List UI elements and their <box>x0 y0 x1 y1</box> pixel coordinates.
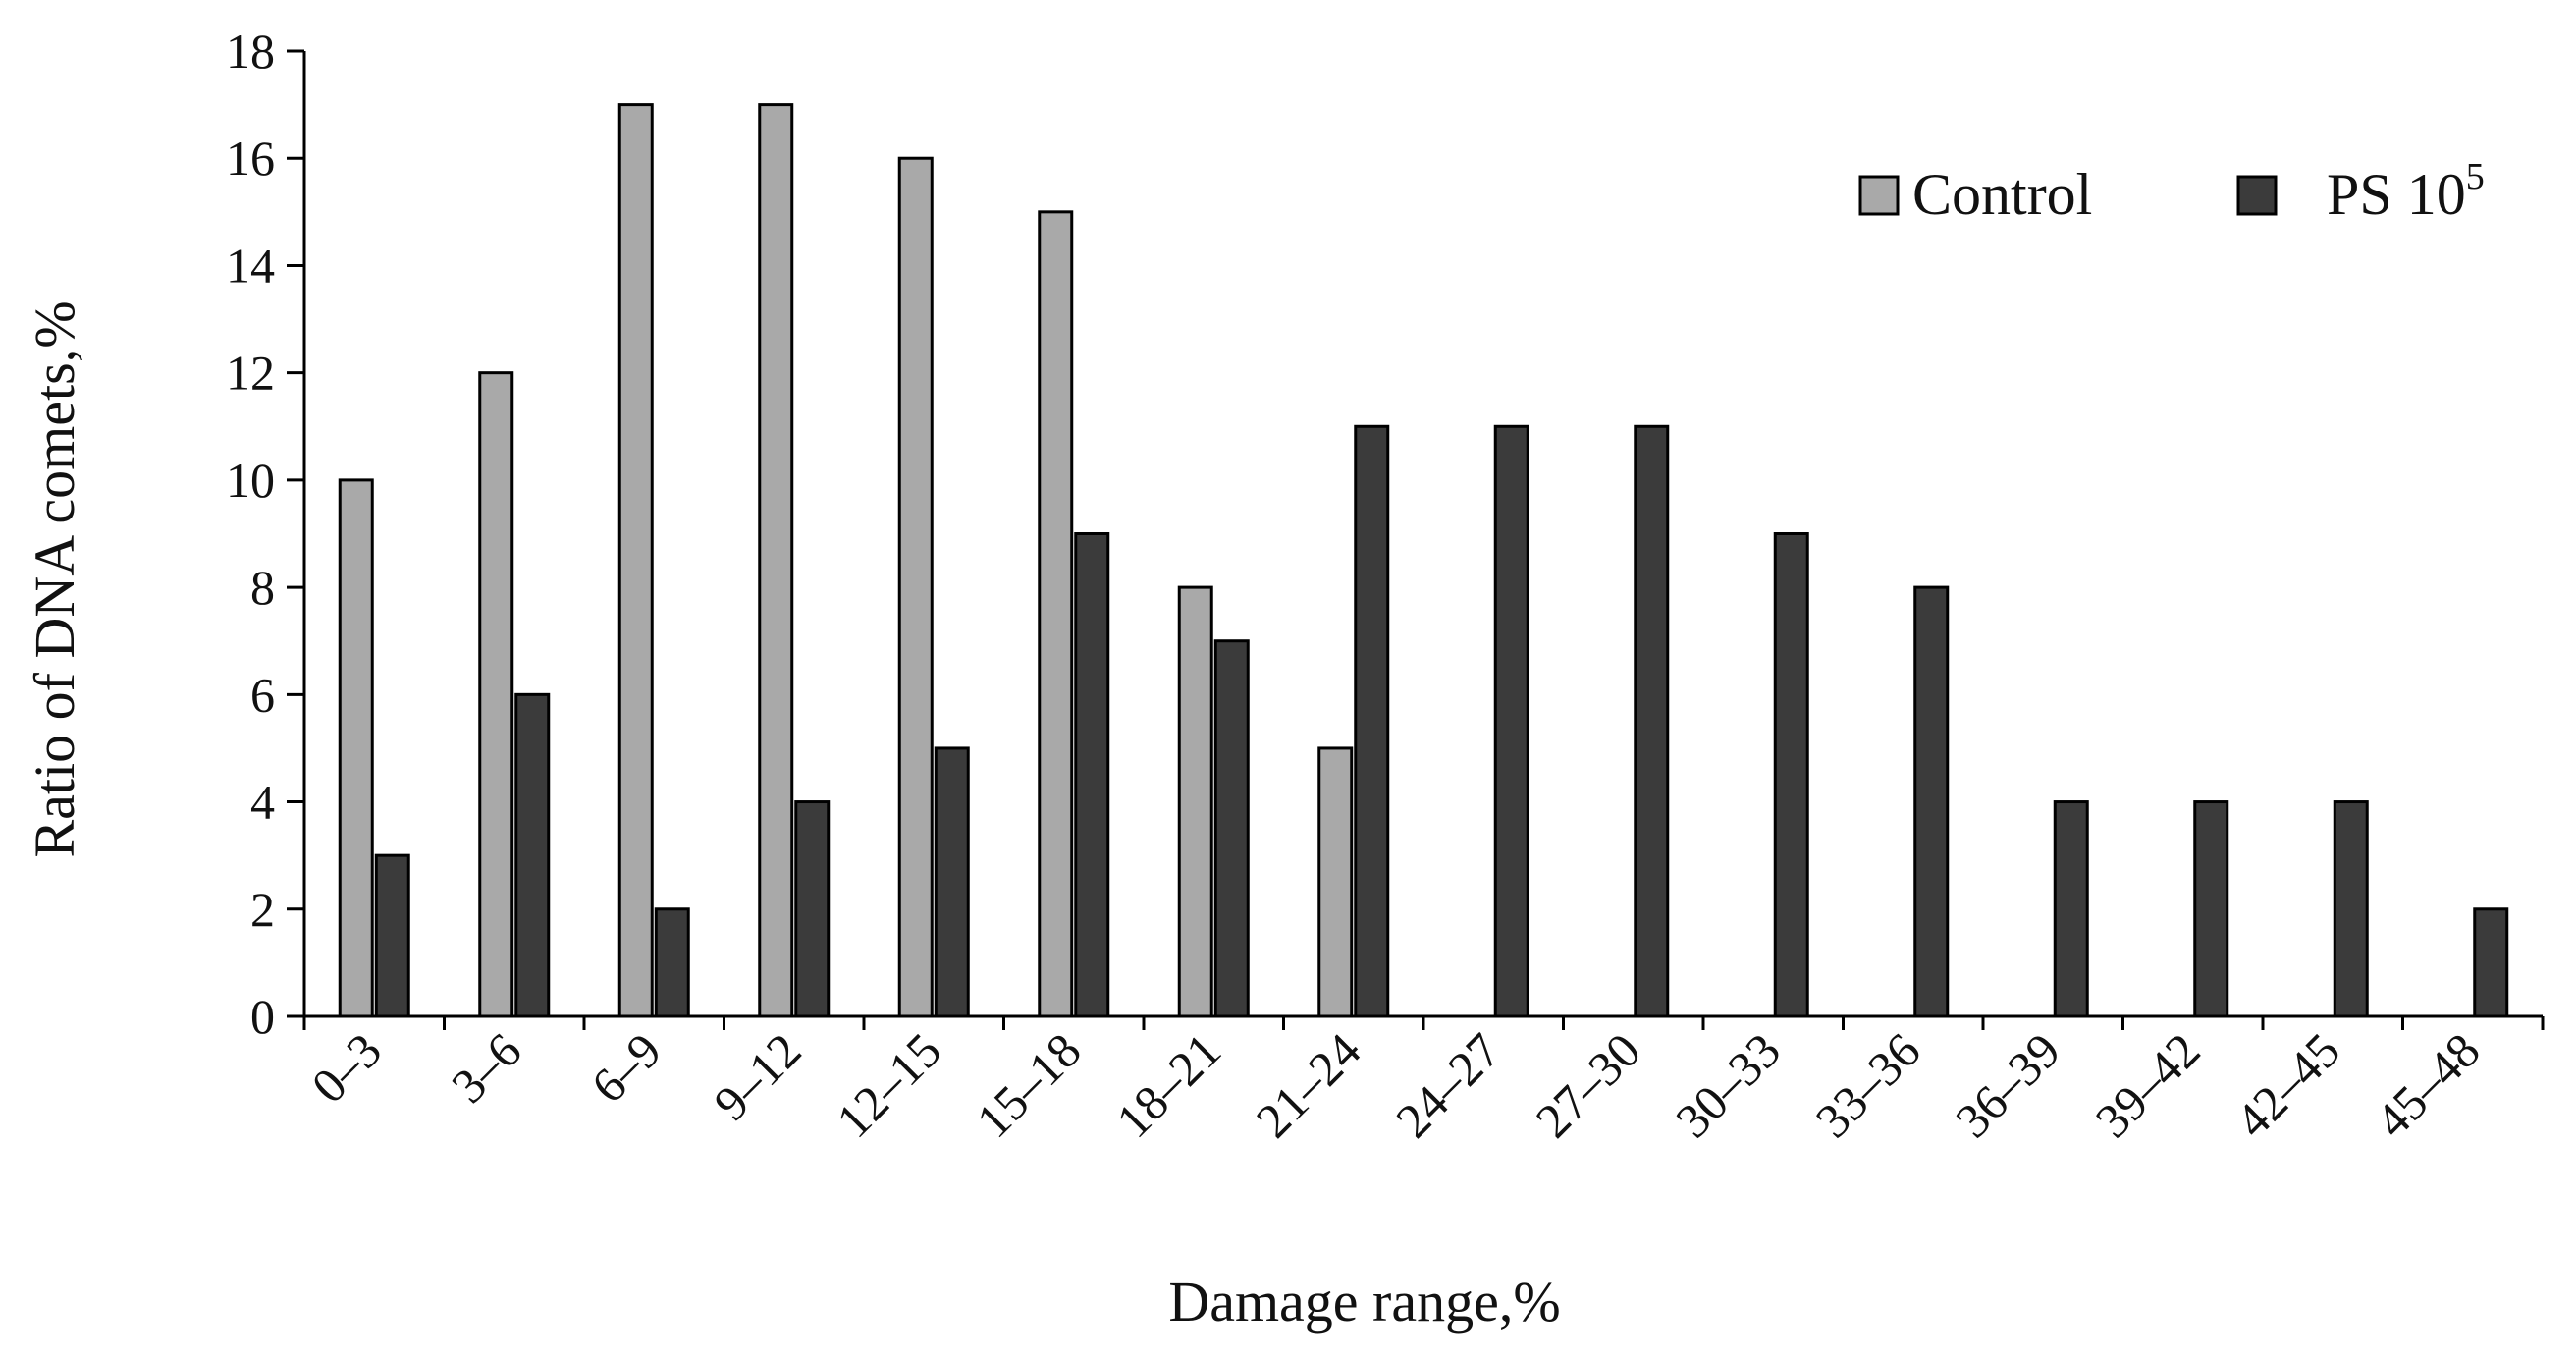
y-axis-title: Ratio of DNA comets,% <box>23 300 86 857</box>
ps-bar <box>1354 424 1390 1018</box>
y-tick-label: 18 <box>226 24 275 79</box>
ps-bar <box>1074 532 1110 1018</box>
control-bar <box>478 371 514 1018</box>
x-tick-label: 36–39 <box>1945 1022 2070 1148</box>
control-bar <box>617 103 654 1018</box>
ps-bar <box>934 746 970 1018</box>
x-tick-label: 6–9 <box>580 1022 671 1114</box>
legend: Control PS 105 <box>1858 156 2485 227</box>
control-bar <box>1177 585 1213 1018</box>
y-tick-label: 10 <box>226 453 275 508</box>
y-tick-label: 8 <box>250 560 275 615</box>
y-tick-label: 14 <box>226 238 275 293</box>
ps-bar <box>1493 424 1530 1018</box>
legend-swatch <box>2236 175 2278 216</box>
bars <box>338 103 2509 1018</box>
legend-superscript: 5 <box>2466 156 2485 197</box>
ps-bar <box>2053 800 2089 1018</box>
x-tick-label: 45–48 <box>2365 1022 2491 1148</box>
x-tick-label: 30–33 <box>1665 1022 1791 1148</box>
y-tick-label: 4 <box>250 775 275 830</box>
y-tick-label: 2 <box>250 882 275 937</box>
x-tick-label: 12–15 <box>826 1022 951 1148</box>
ps-bar <box>794 800 831 1018</box>
control-bar <box>897 156 934 1018</box>
x-axis-title: Damage range,% <box>1168 1270 1560 1334</box>
ps-bar <box>514 692 551 1018</box>
x-tick-label: 9–12 <box>703 1022 811 1130</box>
y-axis-ticks: 0 2 4 6 8 10 12 14 16 18 <box>226 24 304 1044</box>
x-tick-label: 39–42 <box>2085 1022 2211 1148</box>
x-tick-label: 21–24 <box>1246 1022 1371 1148</box>
control-bar <box>338 478 374 1018</box>
y-tick-label: 6 <box>250 667 275 722</box>
ps-bar <box>2333 800 2369 1018</box>
ps-bar <box>1634 424 1670 1018</box>
x-tick-label: 18–21 <box>1105 1022 1231 1148</box>
x-tick-label: 24–27 <box>1385 1022 1511 1148</box>
x-tick-label: 33–36 <box>1805 1022 1931 1148</box>
y-tick-label: 0 <box>250 989 275 1044</box>
legend-swatch <box>1858 175 1900 216</box>
ps-bar <box>1213 639 1250 1018</box>
control-bar <box>1317 746 1354 1018</box>
x-tick-label: 42–45 <box>2225 1022 2350 1148</box>
ps-bar <box>1773 532 1809 1018</box>
ps-bar <box>2193 800 2229 1018</box>
ps-bar <box>654 907 690 1018</box>
legend-label: Control <box>1912 162 2092 227</box>
x-tick-label: 15–18 <box>966 1022 1092 1148</box>
y-tick-label: 12 <box>226 346 275 401</box>
legend-label: PS 105 <box>2327 156 2485 227</box>
y-tick-label: 16 <box>226 131 275 186</box>
ps-bar <box>374 853 410 1018</box>
x-axis-ticks: 0–3 3–6 6–9 9–12 12–15 15–18 18–21 21–24 24–27 27… <box>300 1016 2545 1148</box>
control-bar <box>1038 210 1074 1018</box>
x-tick-label: 3–6 <box>441 1022 532 1114</box>
control-bar <box>758 103 794 1018</box>
x-tick-label: 0–3 <box>300 1022 392 1114</box>
ps-bar <box>1913 585 1950 1018</box>
ps-bar <box>2473 907 2509 1018</box>
x-tick-label: 27–30 <box>1526 1022 1651 1148</box>
